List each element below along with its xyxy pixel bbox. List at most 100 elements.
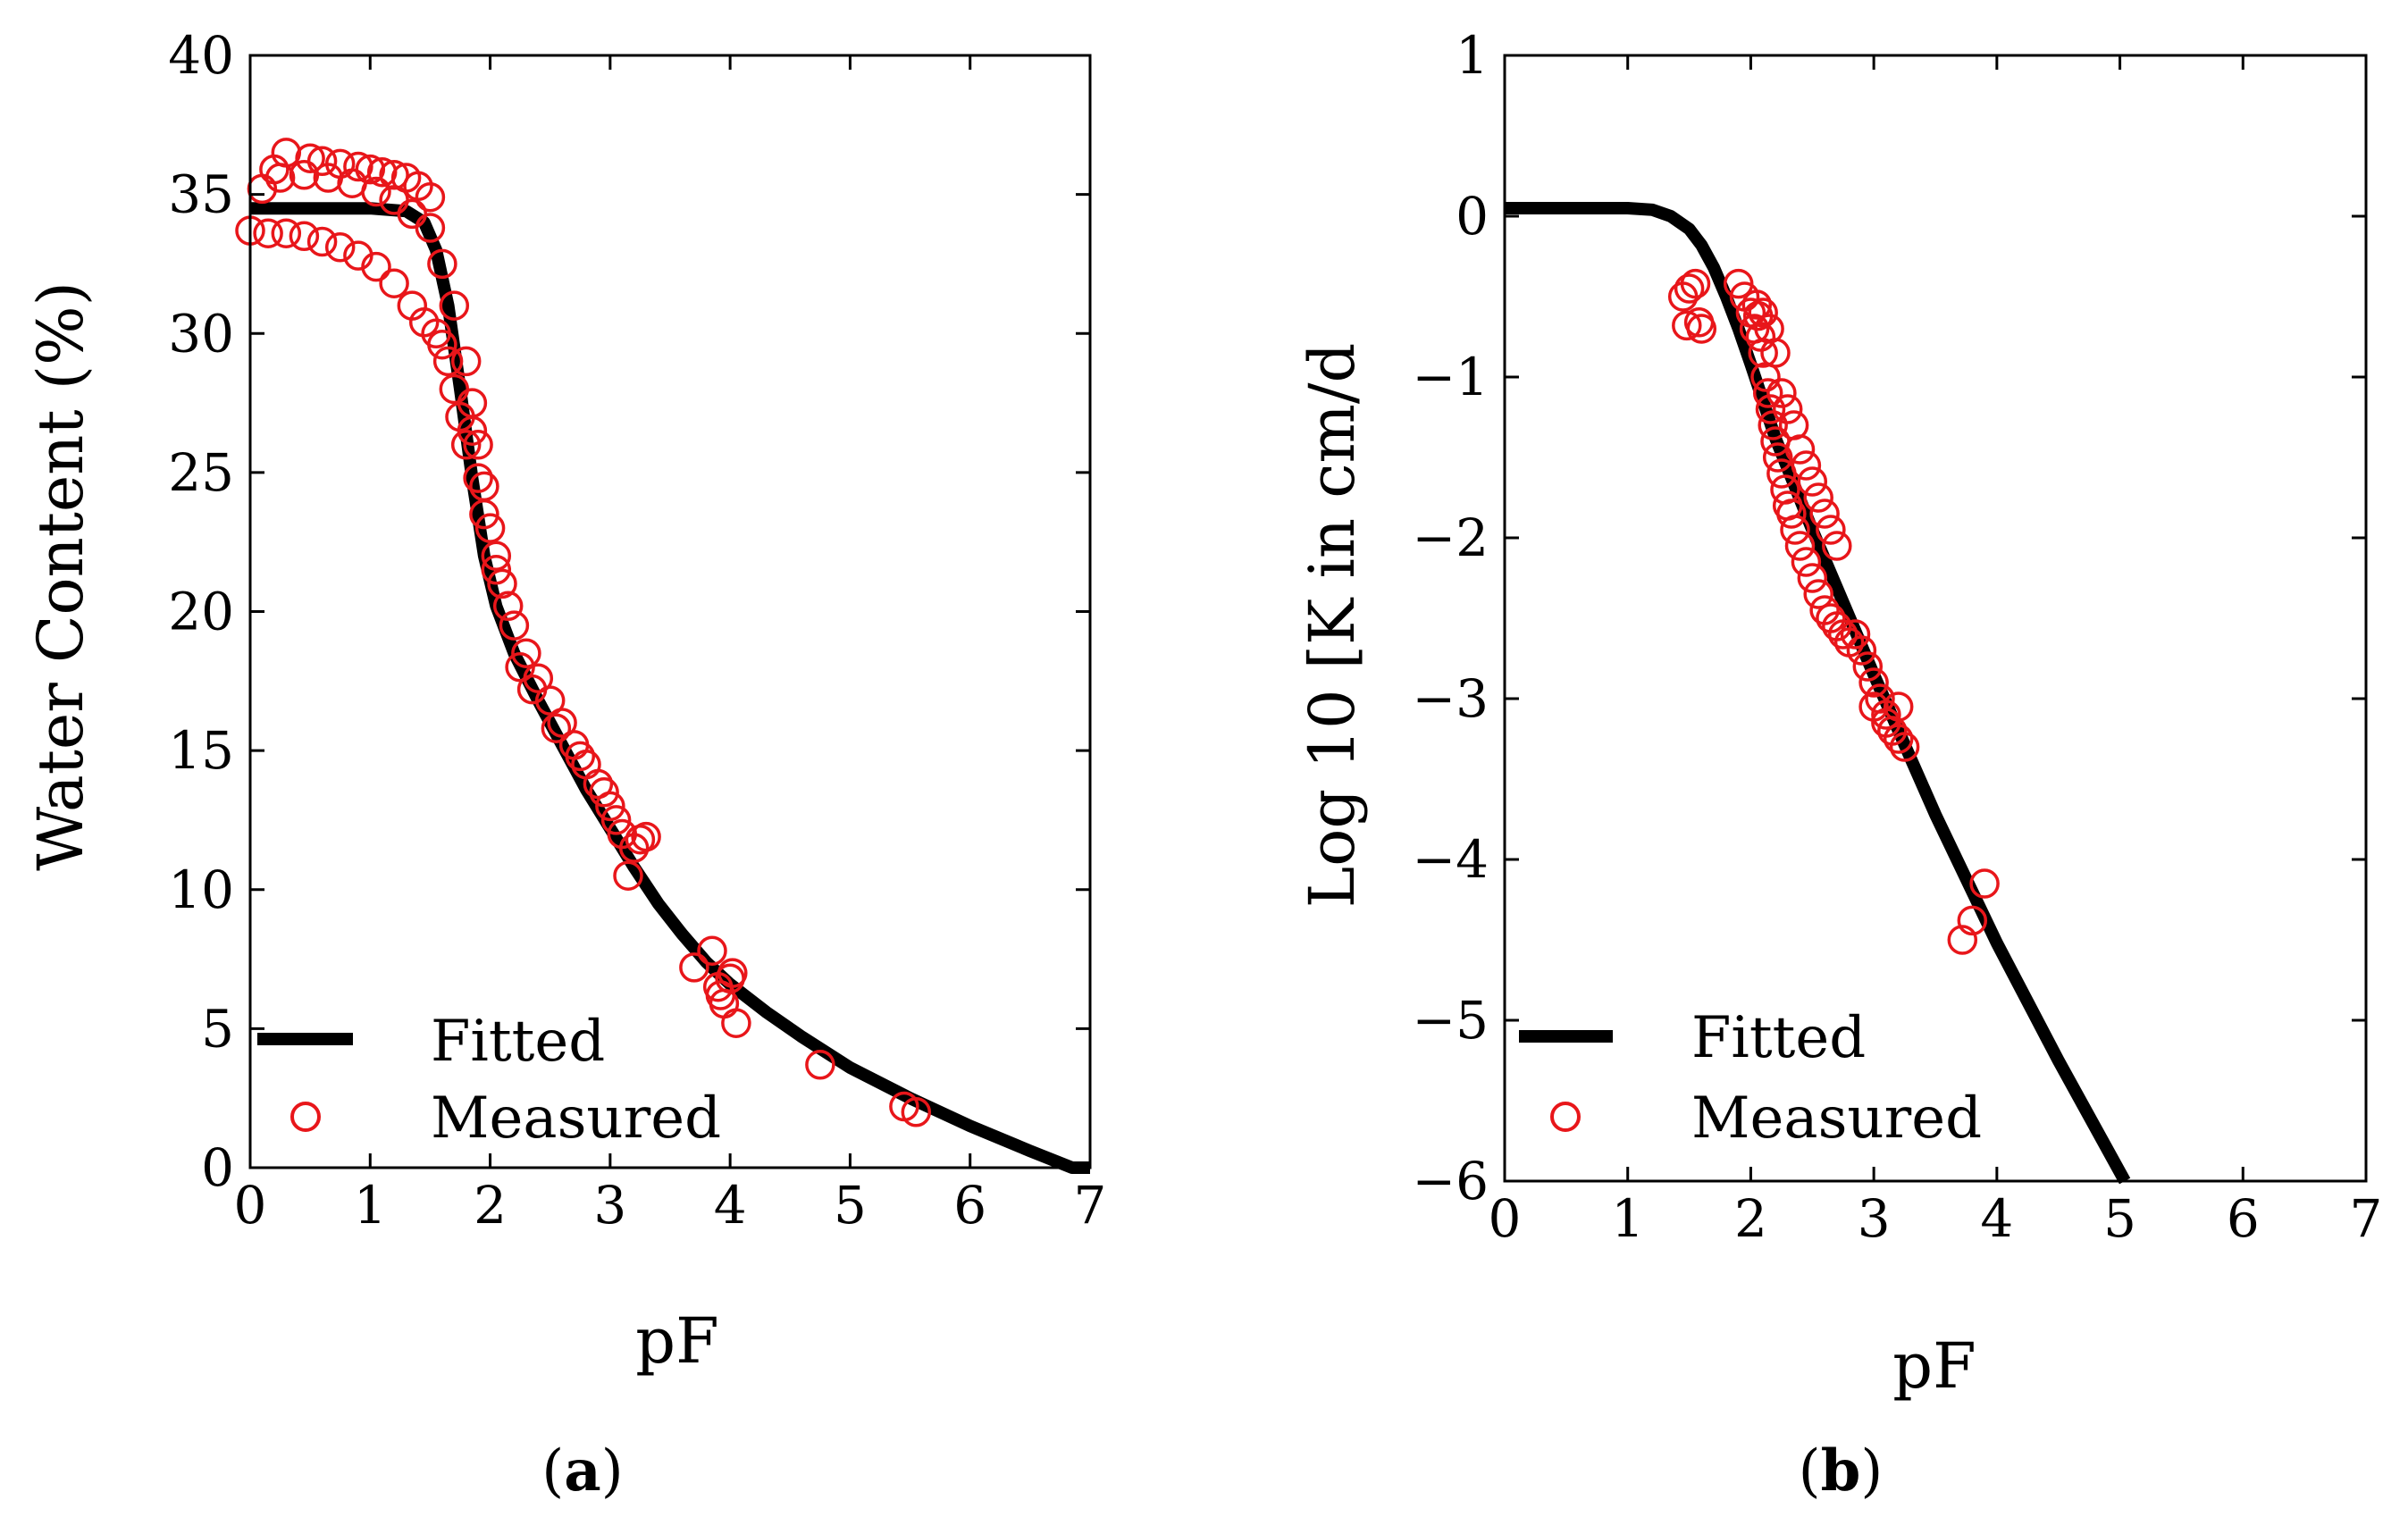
- legend-b: Fitted Measured: [1519, 1005, 1982, 1152]
- legend-measured-swatch-b: [1550, 1102, 1581, 1132]
- y-tick-label-b: −2: [1413, 507, 1489, 568]
- measured-point-a: [469, 499, 499, 530]
- measured-point-a: [450, 430, 482, 460]
- y-axis-label-a: Water Content (%): [24, 281, 97, 871]
- measured-point-a: [697, 935, 727, 966]
- measured-point-a: [901, 1097, 932, 1127]
- y-tick-label-a: 30: [168, 303, 234, 364]
- measured-point-b: [1680, 268, 1711, 299]
- measured-point-a: [589, 777, 619, 808]
- x-tick-label-a: 5: [834, 1175, 867, 1236]
- measured-point-a: [463, 463, 493, 493]
- legend-measured-label-a: Measured: [431, 1085, 721, 1152]
- measured-point-b: [1758, 410, 1788, 440]
- fitted-lines-b: [1505, 202, 2131, 1185]
- y-tick-label-a: 35: [168, 164, 234, 225]
- x-tick-label-b: 4: [1980, 1188, 2013, 1249]
- measured-point-a: [492, 591, 524, 622]
- measured-points-a: [235, 138, 932, 1127]
- x-tick-label-b: 5: [2103, 1188, 2136, 1249]
- measured-point-b: [1772, 394, 1803, 424]
- measured-point-b: [1778, 410, 1809, 440]
- y-tick-label-b: −6: [1413, 1151, 1489, 1211]
- x-tick-label-b: 3: [1858, 1188, 1891, 1249]
- measured-point-a: [481, 541, 512, 572]
- measured-point-a: [379, 160, 409, 190]
- measured-point-b: [1809, 499, 1840, 529]
- measured-point-a: [427, 248, 457, 280]
- measured-point-b: [1827, 619, 1858, 650]
- measured-point-a: [613, 860, 643, 891]
- measured-point-a: [565, 741, 596, 772]
- x-tick-label-b: 0: [1489, 1188, 1522, 1249]
- measured-point-a: [432, 346, 464, 377]
- x-tick-label-b: 6: [2227, 1188, 2260, 1249]
- measured-point-a: [717, 958, 748, 988]
- x-tick-label-b: 2: [1734, 1188, 1767, 1249]
- measured-point-a: [264, 163, 296, 193]
- fitted-curve-b: [1505, 202, 2131, 1185]
- y-tick-label-a: 40: [168, 25, 234, 86]
- measured-point-b: [1957, 905, 1988, 936]
- measured-point-a: [600, 805, 632, 835]
- measured-point-a: [415, 181, 446, 213]
- measured-point-b: [1754, 314, 1784, 344]
- plot-frame-a: [248, 54, 1092, 1169]
- x-tick-label-a: 7: [1074, 1175, 1107, 1236]
- measured-point-b: [1947, 925, 1978, 955]
- legend-measured-label-b: Measured: [1691, 1085, 1982, 1152]
- measured-point-b: [1791, 547, 1822, 577]
- x-tick-label-b: 7: [2350, 1188, 2383, 1249]
- x-tick-label-a: 2: [474, 1175, 507, 1236]
- measured-point-b: [1683, 307, 1715, 338]
- measured-point-b: [1858, 667, 1889, 698]
- y-axis-label-b: Log 10 [K in cm/d: [1296, 343, 1369, 909]
- measured-point-b: [1748, 298, 1778, 328]
- measured-point-b: [1755, 394, 1786, 424]
- measured-point-b: [1674, 273, 1705, 304]
- measured-point-b: [1741, 289, 1773, 320]
- y-tick-label-a: 0: [201, 1137, 234, 1198]
- x-axis-label-b: pF: [1892, 1329, 1976, 1403]
- measured-point-a: [481, 555, 512, 585]
- measured-point-a: [457, 415, 488, 446]
- x-tick-label-b: 1: [1611, 1188, 1644, 1249]
- x-tick-label-a: 3: [593, 1175, 626, 1236]
- measured-points-b: [1667, 268, 2000, 955]
- measured-point-a: [415, 213, 446, 243]
- measured-point-a: [721, 1008, 751, 1038]
- measured-point-a: [450, 346, 482, 377]
- panel-label-a: (a): [541, 1437, 623, 1504]
- measured-point-a: [324, 232, 356, 263]
- plot-frame-b: [1503, 54, 2368, 1183]
- ticks-b: 0 1 2 3 4 5 6 7 −6 −5 −4 −3 −2 −1 0 1: [1413, 25, 2383, 1249]
- y-tick-label-a: 10: [168, 859, 234, 920]
- measured-point-a: [463, 430, 493, 460]
- measured-point-a: [253, 218, 283, 248]
- measured-point-a: [679, 952, 709, 983]
- measured-point-a: [439, 290, 470, 321]
- measured-point-a: [295, 143, 325, 173]
- measured-point-b: [1766, 378, 1797, 408]
- legend-a: Fitted Measured: [257, 1009, 721, 1152]
- measured-point-a: [595, 791, 625, 822]
- measured-point-b: [1846, 635, 1877, 666]
- measured-point-b: [1784, 531, 1816, 561]
- x-tick-label-a: 6: [953, 1175, 986, 1236]
- y-tick-label-a: 5: [201, 998, 234, 1059]
- measured-point-a: [541, 713, 572, 743]
- measured-point-b: [1852, 651, 1884, 682]
- y-tick-label-a: 15: [168, 720, 234, 781]
- measured-point-b: [1672, 310, 1702, 341]
- measured-point-a: [427, 329, 457, 360]
- measured-point-b: [1791, 450, 1822, 481]
- measured-point-b: [1883, 691, 1914, 722]
- measured-point-b: [1784, 434, 1816, 465]
- measured-point-b: [1889, 732, 1920, 762]
- measured-point-a: [361, 176, 391, 207]
- measured-point-b: [1969, 868, 2000, 899]
- measured-point-b: [1752, 378, 1783, 408]
- measured-point-b: [1816, 515, 1846, 545]
- legend-fitted-label-a: Fitted: [431, 1009, 605, 1075]
